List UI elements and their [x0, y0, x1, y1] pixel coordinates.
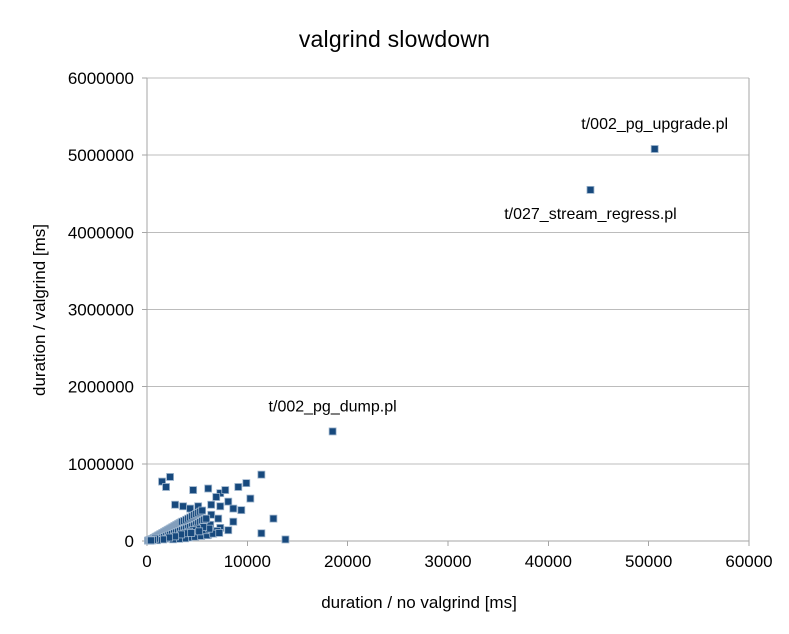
data-point [198, 506, 207, 515]
data-point [195, 527, 204, 536]
data-point [257, 470, 266, 479]
x-tick-label: 20000 [324, 552, 371, 571]
data-point [281, 535, 290, 544]
x-tick-label: 60000 [725, 552, 772, 571]
data-point [257, 529, 266, 538]
chart-title: valgrind slowdown [298, 26, 491, 52]
data-point [162, 483, 170, 491]
data-point [328, 427, 337, 436]
x-tick-label: 40000 [525, 552, 572, 571]
point-label: t/002_pg_dump.pl [269, 398, 397, 415]
data-point [179, 502, 188, 511]
y-tick-label: 2000000 [68, 378, 134, 397]
data-point [204, 484, 213, 493]
data-point [650, 145, 659, 153]
data-point [216, 502, 225, 511]
data-point [229, 517, 238, 526]
data-point [186, 504, 195, 513]
data-point [166, 473, 174, 481]
data-point [224, 526, 233, 535]
data-point [242, 479, 251, 488]
x-tick-label: 30000 [424, 552, 471, 571]
data-point [214, 514, 223, 523]
data-point [187, 528, 196, 537]
data-point [234, 483, 243, 491]
data-point [237, 506, 246, 515]
x-axis-title: duration / no valgrind [ms] [321, 593, 517, 612]
x-tick-label: 0 [142, 552, 151, 571]
y-tick-label: 6000000 [68, 69, 134, 88]
data-point [215, 528, 224, 537]
data-point [202, 514, 211, 523]
data-point [246, 494, 255, 503]
data-point [224, 497, 233, 506]
point-label: t/027_stream_regress.pl [504, 206, 677, 223]
y-tick-label: 0 [125, 532, 134, 551]
x-tick-label: 50000 [625, 552, 672, 571]
y-tick-label: 5000000 [68, 146, 134, 165]
point-label: t/002_pg_upgrade.pl [581, 116, 728, 133]
y-tick-label: 3000000 [68, 301, 134, 320]
data-point [158, 477, 166, 486]
data-point [269, 514, 278, 523]
data-point [147, 536, 155, 545]
data-point [221, 486, 230, 494]
data-point [207, 500, 216, 509]
y-tick-label: 1000000 [68, 455, 134, 474]
x-tick-label: 10000 [224, 552, 271, 571]
data-point [212, 493, 221, 501]
data-point [586, 185, 595, 194]
data-point [229, 504, 238, 513]
data-point [171, 500, 179, 509]
data-point [189, 486, 198, 494]
y-tick-label: 4000000 [68, 223, 134, 242]
